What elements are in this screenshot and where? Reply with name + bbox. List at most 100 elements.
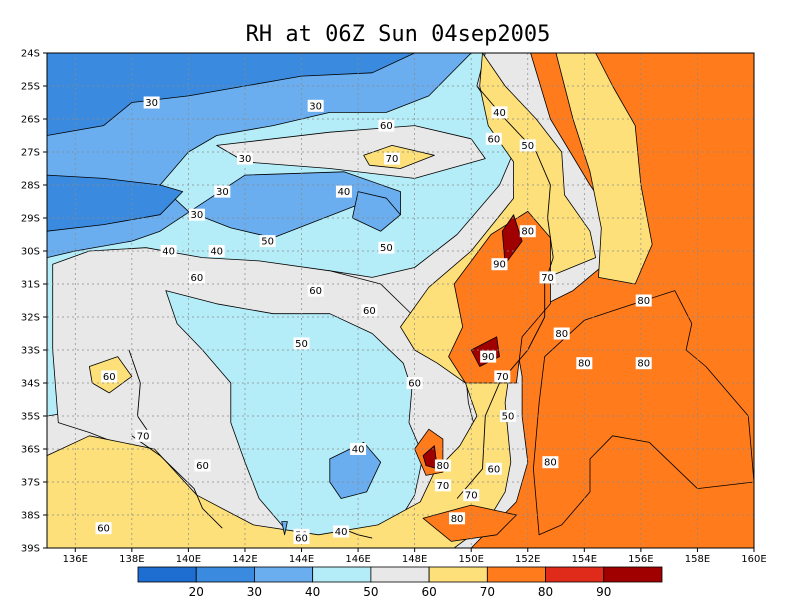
y-tick-label: 27S [21, 148, 40, 159]
contour-label-bg [188, 271, 205, 284]
rh-region-40 [281, 521, 288, 536]
contour-label-bg [101, 370, 118, 383]
contour-label-bg [576, 357, 593, 370]
contour-label-bg [333, 525, 350, 538]
contour-label-bg [135, 429, 152, 442]
contour-label-bg [214, 185, 231, 198]
contour-label-bg [406, 377, 423, 389]
contour-label-bg [378, 119, 395, 132]
contour-label-bg [480, 350, 497, 363]
colorbar-swatch [137, 566, 197, 583]
contour-label-bg [542, 456, 559, 469]
contour-label: 50 [295, 339, 308, 350]
contour-label-bg [635, 357, 652, 370]
colorbar-label: 20 [189, 585, 204, 599]
colorbar-swatch [312, 566, 372, 583]
x-tick-label: 146E [345, 554, 370, 565]
contour-label: 40 [352, 445, 365, 456]
contour-label-bg [635, 294, 652, 307]
y-tick-label: 28S [21, 181, 40, 192]
contour-label: 50 [502, 412, 515, 423]
x-tick-label: 156E [628, 554, 653, 565]
contour-label-bg [434, 459, 451, 472]
rh-region-40 [329, 442, 382, 499]
contour-label: 40 [338, 187, 351, 198]
contour-label: 30 [309, 101, 322, 112]
contour-label-bg [259, 235, 276, 248]
contour-line [131, 435, 223, 529]
contour-label-bg [95, 522, 112, 535]
contour-label: 60 [295, 534, 308, 545]
contour-label-bg [384, 152, 401, 165]
contour-label-bg [491, 258, 508, 271]
contour-label: 70 [386, 154, 399, 165]
rh-region-90 [501, 214, 523, 265]
x-tick-label: 142E [232, 554, 257, 565]
contour-label: 90 [493, 260, 506, 271]
contour-label: 80 [637, 296, 650, 307]
y-tick-label: 34S [21, 379, 40, 390]
contour-label-bg [143, 96, 160, 109]
contour-label-bg [194, 459, 211, 472]
contour-label: 80 [555, 329, 568, 340]
contour-label: 30 [216, 187, 229, 198]
colorbar-label: 40 [305, 585, 320, 599]
rh-region-40 [352, 191, 401, 232]
contour-line [456, 316, 546, 499]
y-tick-label: 39S [21, 544, 40, 555]
x-tick-label: 140E [176, 554, 201, 565]
colorbar-swatch [370, 566, 430, 583]
contour-label: 90 [482, 352, 495, 363]
contour-label: 60 [408, 379, 421, 390]
contour-label: 30 [239, 154, 252, 165]
y-tick-label: 38S [21, 511, 40, 522]
contour-label: 60 [487, 464, 500, 475]
contour-label: 60 [196, 461, 209, 472]
contour-label: 70 [137, 431, 150, 442]
contour-label-bg [494, 370, 511, 383]
contour-label-bg [539, 271, 556, 284]
contour-label-bg [434, 479, 451, 492]
contour-label: 80 [578, 359, 591, 370]
contour-label: 60 [363, 306, 376, 317]
contour-label: 60 [103, 372, 116, 383]
colorbar-swatch [428, 566, 488, 583]
contour-label-bg [519, 225, 536, 238]
colorbar-swatch [545, 566, 605, 583]
x-tick-label: 160E [741, 554, 766, 565]
y-tick-label: 25S [21, 82, 40, 93]
contour-label-bg [293, 532, 310, 545]
contour-label-bg [188, 208, 205, 221]
x-tick-label: 138E [119, 554, 144, 565]
plot-frame [46, 52, 755, 549]
contour-label: 30 [191, 210, 204, 221]
contour-label-bg [307, 284, 324, 297]
contour-label-bg [208, 245, 225, 257]
contour-label-bg [499, 410, 516, 422]
y-tick-label: 31S [21, 280, 40, 291]
contour-label-bg [236, 152, 253, 165]
contour-label: 50 [380, 243, 393, 254]
colorbar-label: 60 [421, 585, 436, 599]
contour-label: 40 [493, 108, 506, 119]
contour-label-bg [553, 327, 570, 340]
contour-label: 40 [162, 247, 175, 258]
contour-label-bg [491, 106, 508, 119]
colorbar-label: 90 [596, 585, 611, 599]
contour-line [128, 349, 150, 433]
y-tick-label: 30S [21, 247, 40, 258]
contour-label: 40 [210, 247, 223, 258]
contour-label: 60 [309, 286, 322, 297]
y-tick-label: 33S [21, 346, 40, 357]
colorbar-label: 70 [480, 585, 495, 599]
contour-label: 70 [496, 372, 509, 383]
contour-label-bg [307, 99, 324, 112]
contour-label-bg [519, 139, 536, 152]
x-tick-label: 152E [515, 554, 540, 565]
contour-label: 80 [544, 458, 557, 469]
contour-label: 60 [380, 121, 393, 132]
x-tick-label: 150E [458, 554, 483, 565]
contour-label: 60 [97, 524, 110, 535]
y-tick-label: 32S [21, 313, 40, 324]
